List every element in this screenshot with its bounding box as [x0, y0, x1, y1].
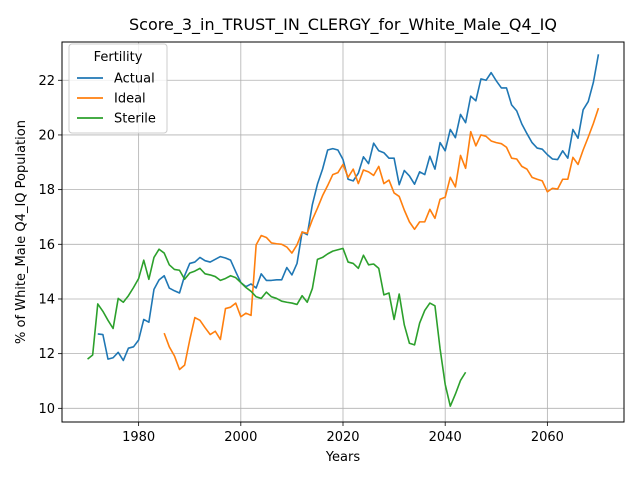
- y-axis-label: % of White_Male Q4_IQ Population: [14, 120, 29, 344]
- series-line-sterile: [87, 247, 467, 407]
- y-tick-label: 12: [38, 347, 55, 362]
- y-tick-label: 22: [38, 74, 55, 89]
- y-tick-label: 10: [38, 402, 55, 417]
- x-tick-label: 2040: [429, 430, 462, 445]
- legend-label-ideal: Ideal: [114, 92, 146, 107]
- x-axis-label: Years: [325, 450, 361, 465]
- x-tick-label: 1980: [122, 430, 155, 445]
- x-tick-label: 2000: [224, 430, 257, 445]
- y-tick-label: 20: [38, 128, 55, 143]
- series-line-ideal: [163, 107, 600, 371]
- y-tick-label: 14: [38, 292, 55, 307]
- legend-label-actual: Actual: [114, 72, 155, 87]
- series-line-actual: [97, 54, 600, 362]
- x-tick-label: 2060: [531, 430, 564, 445]
- x-axis: 1980 2000 2020 2040 2060: [122, 422, 564, 445]
- y-axis: 10 12 14 16 18 20 22: [38, 74, 62, 417]
- chart-title: Score_3_in_TRUST_IN_CLERGY_for_White_Mal…: [129, 15, 557, 35]
- series-layer: [87, 54, 600, 407]
- y-tick-label: 16: [38, 238, 55, 253]
- legend-box: [68, 43, 168, 134]
- legend-label-sterile: Sterile: [114, 112, 156, 127]
- legend-entries: Actual Ideal Sterile: [77, 72, 156, 127]
- legend-title: Fertility: [94, 50, 143, 65]
- x-tick-label: 2020: [326, 430, 359, 445]
- y-tick-label: 18: [38, 183, 55, 198]
- grid-lines: [62, 42, 624, 422]
- legend: Fertility Actual Ideal Sterile: [68, 43, 168, 134]
